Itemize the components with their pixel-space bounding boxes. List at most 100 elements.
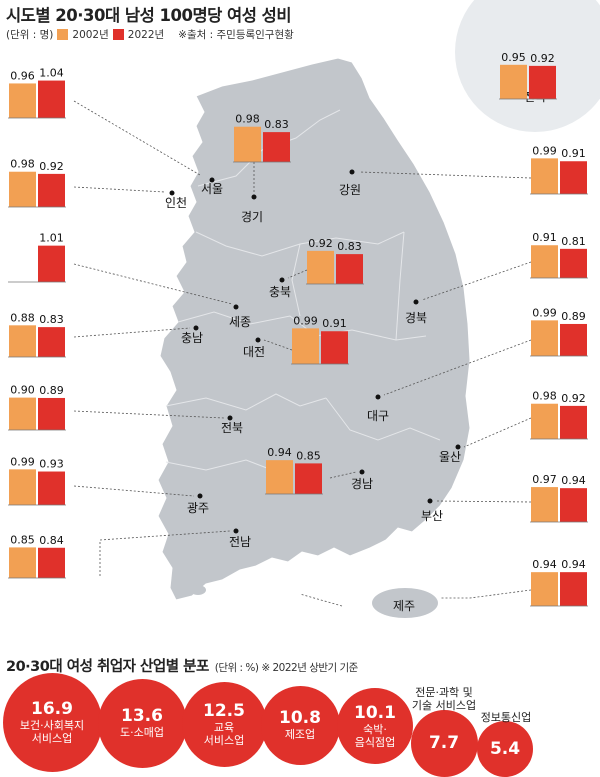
- bubble-value: 10.8: [279, 708, 321, 728]
- region-dot: [279, 277, 285, 283]
- value-label-2022: 0.92: [39, 160, 64, 173]
- region-label: 전남: [229, 535, 251, 549]
- bar-group: 0.90 0.89: [8, 384, 66, 431]
- bar-2022: [38, 245, 65, 282]
- leader-line: [435, 500, 532, 503]
- bar-2022: [560, 488, 587, 522]
- region-dot: [193, 325, 199, 331]
- legend: (단위 : 명) 2002년 2022년 ※출처 : 주민등록인구현황: [6, 27, 294, 42]
- bubble-category: 정보통신업: [480, 711, 532, 724]
- bubble-value: 10.1: [354, 702, 396, 723]
- industry-bubble: 13.6 도·소매업: [97, 678, 187, 768]
- bar-group: 0.94 0.85: [265, 446, 323, 495]
- region-dots: [169, 169, 461, 534]
- region-dot: [255, 337, 261, 343]
- value-label-2002: 0.91: [532, 231, 557, 244]
- bubble-category: 보건·사회복지 서비스업: [19, 718, 85, 745]
- industry-bubble: 12.5 교육 서비스업: [181, 681, 267, 767]
- bar-2002: [531, 572, 558, 606]
- island-shape: [178, 556, 192, 564]
- bar-2022: [295, 463, 322, 494]
- bar-2002: [292, 328, 319, 364]
- value-label-2002: 0.98: [532, 390, 557, 403]
- value-label-2002: 0.99: [10, 455, 35, 468]
- value-label-2002: 0.98: [235, 113, 260, 126]
- value-label-2022: 0.85: [296, 449, 321, 462]
- region-label: 서울: [201, 182, 223, 196]
- region-label: 울산: [439, 450, 461, 464]
- leader-line: [73, 100, 201, 176]
- national-circle: [455, 0, 600, 132]
- legend-unit: (단위 : 명): [6, 29, 54, 41]
- bar-group: 0.97 0.94: [530, 473, 588, 523]
- bar-2002: [266, 460, 293, 494]
- value-label-2022: 0.91: [561, 147, 586, 160]
- bar-2002: [9, 469, 36, 505]
- bubble-value: 7.7: [428, 732, 460, 753]
- bar-group: 0.99 0.93: [8, 455, 66, 506]
- value-label-2002: 0.99: [293, 314, 318, 327]
- region-dot: [349, 169, 355, 175]
- bar-group: 0.98 0.92: [8, 158, 66, 208]
- industry-bubble: 10.8 제조업: [260, 685, 340, 765]
- leader-line: [287, 269, 308, 279]
- value-label-2022: 0.93: [39, 458, 64, 471]
- region-dot: [227, 415, 233, 421]
- region-dot: [209, 177, 215, 183]
- industry-bubble: 7.7: [410, 709, 478, 777]
- legend-swatch-2022: [112, 29, 124, 40]
- province-border: [165, 393, 327, 411]
- value-label-2022: 0.94: [561, 474, 586, 487]
- legend-swatch-2002: [57, 29, 69, 40]
- value-label-2002: 0.99: [532, 306, 557, 319]
- leader-line: [73, 327, 191, 338]
- province-border: [177, 311, 427, 341]
- bar-2002: [531, 245, 558, 278]
- island-shape: [190, 585, 206, 595]
- legend-label-2002: 2002년: [72, 29, 109, 41]
- region-label: 전북: [221, 421, 243, 435]
- leader-line: [299, 593, 343, 607]
- leader-line: [99, 530, 231, 576]
- industry-bubble: 5.4: [477, 721, 533, 777]
- bar-group: 0.99 0.91: [291, 314, 349, 365]
- section2-subtitle: (단위 : %) ※ 2022년 상반기 기준: [214, 662, 359, 674]
- bar-2022: [38, 397, 65, 430]
- value-label-2022: 0.83: [39, 313, 64, 326]
- bar-2022: [263, 132, 290, 162]
- value-label-2022: 0.92: [530, 52, 555, 65]
- province-border: [325, 397, 441, 441]
- region-dot: [251, 194, 257, 200]
- bar-2002: [9, 325, 36, 357]
- region-label: 강원: [339, 183, 361, 197]
- region-label: 대구: [367, 409, 389, 423]
- value-label-2022: 0.89: [561, 310, 586, 323]
- region-label: 충북: [269, 285, 291, 299]
- region-dot: [427, 498, 433, 504]
- legend-label-2022: 2022년: [127, 29, 165, 41]
- bar-2022: [38, 471, 65, 505]
- leader-line: [463, 417, 532, 448]
- bar-2002: [9, 83, 36, 118]
- region-label: 경남: [351, 477, 373, 491]
- bar-2002: [307, 250, 334, 284]
- region-dot: [375, 394, 381, 400]
- province-border: [165, 459, 273, 471]
- bar-group: 0.92 0.83: [306, 237, 364, 285]
- bar-2002: [531, 403, 558, 439]
- leader-line: [263, 339, 293, 351]
- bubble-value: 16.9: [31, 698, 73, 719]
- bar-2022: [560, 405, 587, 439]
- bubble-category: 제조업: [284, 728, 316, 741]
- region-label: 세종: [229, 315, 251, 329]
- region-label: 인천: [165, 195, 187, 210]
- leader-line: [421, 261, 532, 301]
- bar-2002: [531, 158, 558, 194]
- bar-group: 0.88 0.83: [8, 311, 66, 358]
- value-label-2022: 0.94: [561, 558, 586, 571]
- region-dot: [169, 190, 175, 196]
- bar-group: 0.95 0.92: [499, 51, 557, 100]
- region-label: 경기: [241, 210, 263, 224]
- value-label-2022: 0.83: [337, 240, 362, 253]
